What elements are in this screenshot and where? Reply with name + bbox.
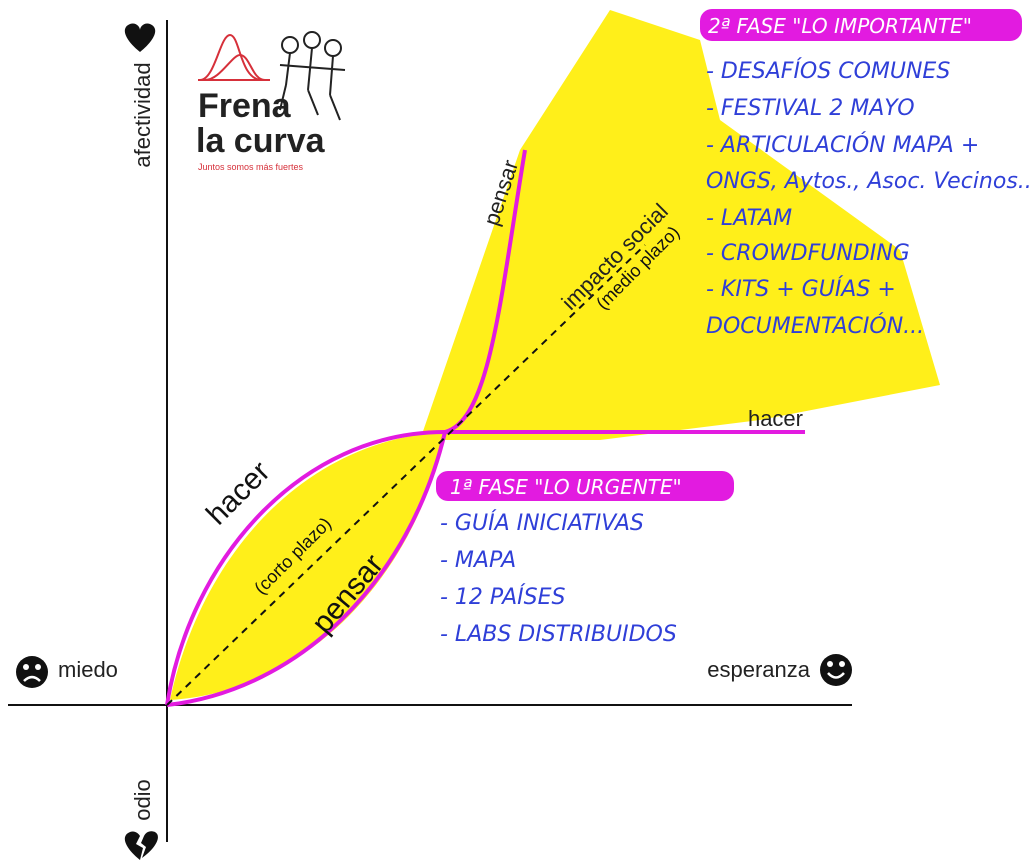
logo-curve	[205, 55, 265, 80]
list-item: ONGS, Aytos., Asoc. Vecinos...	[706, 169, 1031, 194]
list-item: - KITS + GUÍAS +	[706, 276, 896, 302]
heart-icon	[125, 24, 155, 52]
logo-line2: la curva	[196, 122, 326, 160]
broken-heart-icon	[125, 831, 158, 860]
axis-up: afectividad	[130, 62, 155, 167]
eye	[35, 664, 41, 670]
phase1-title: 1ª FASE "LO URGENTE"	[450, 475, 682, 499]
phase2-title: 2ª FASE "LO IMPORTANTE"	[708, 14, 972, 38]
logo-tagline: Juntos somos más fuertes	[198, 162, 304, 172]
list-item: - FESTIVAL 2 MAYO	[706, 96, 915, 121]
axis-down: odio	[130, 779, 155, 821]
logo-curve	[200, 35, 262, 80]
logo-line1: Frena	[198, 87, 292, 125]
list-item: - ARTICULACIÓN MAPA +	[706, 132, 979, 158]
axis-right: esperanza	[707, 657, 811, 682]
axis-left: miedo	[58, 657, 118, 682]
label-act-mid: hacer	[748, 406, 803, 431]
sad-face-icon	[16, 656, 48, 688]
diagram: afectividad odio miedo esperanza Frena l…	[0, 0, 1031, 867]
list-item: - CROWDFUNDING	[706, 241, 910, 266]
list-item: - DESAFÍOS COMUNES	[706, 58, 950, 84]
phase1-list: - GUÍA INICIATIVAS - MAPA - 12 PAÍSES - LAB…	[440, 510, 677, 647]
list-item: - LATAM	[706, 206, 792, 231]
list-item: - 12 PAÍSES	[440, 584, 565, 610]
list-item: - MAPA	[440, 548, 516, 573]
list-item: - LABS DISTRIBUIDOS	[440, 622, 677, 647]
happy-face-icon	[820, 654, 852, 686]
list-item: DOCUMENTACIÓN...	[706, 313, 924, 339]
eye	[23, 664, 29, 670]
list-item: - GUÍA INICIATIVAS	[440, 510, 644, 536]
eye	[839, 661, 845, 667]
eye	[827, 661, 833, 667]
